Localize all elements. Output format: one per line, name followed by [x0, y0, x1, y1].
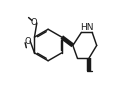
Text: O: O: [31, 18, 38, 27]
Text: O: O: [24, 37, 31, 46]
Text: HN: HN: [80, 22, 93, 32]
